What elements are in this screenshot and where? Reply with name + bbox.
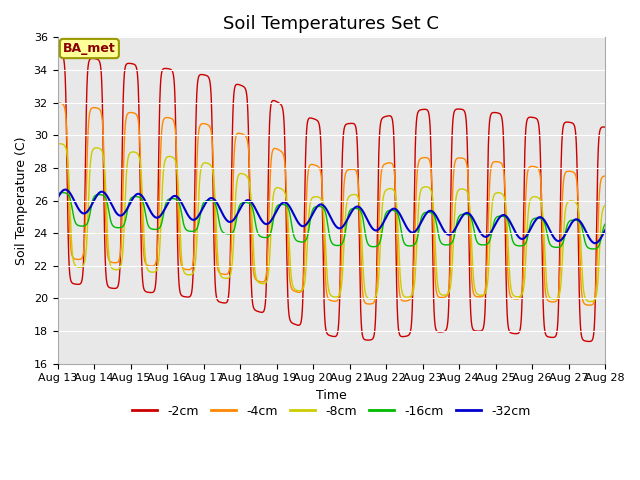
-16cm [116,225,124,230]
-32cm [591,240,599,246]
Text: BA_met: BA_met [63,42,116,55]
-16cm [149,227,157,232]
-32cm [61,187,69,192]
-16cm [532,216,540,221]
-4cm [586,302,594,308]
-16cm [591,246,598,252]
Title: Soil Temperatures Set C: Soil Temperatures Set C [223,15,439,33]
-4cm [532,164,540,170]
-2cm [586,338,593,344]
-16cm [602,221,609,227]
-2cm [148,289,156,295]
Line: -4cm: -4cm [58,103,605,305]
-8cm [264,275,271,281]
-8cm [56,141,64,146]
Line: -32cm: -32cm [58,190,605,243]
-32cm [116,213,124,218]
-32cm [591,240,598,246]
-16cm [287,221,295,227]
Y-axis label: Soil Temperature (C): Soil Temperature (C) [15,136,28,265]
Legend: -2cm, -4cm, -8cm, -16cm, -32cm: -2cm, -4cm, -8cm, -16cm, -32cm [127,400,536,423]
-4cm [54,100,61,106]
-32cm [602,227,609,233]
-8cm [287,276,295,281]
-2cm [602,124,609,130]
-32cm [54,195,61,201]
-8cm [532,194,540,200]
-8cm [587,299,595,304]
-32cm [287,207,295,213]
-2cm [287,319,295,325]
-4cm [591,297,598,302]
-8cm [116,264,124,270]
-2cm [264,225,271,231]
-2cm [591,318,598,324]
-4cm [287,285,295,290]
-32cm [532,217,540,223]
-2cm [532,115,540,121]
Line: -2cm: -2cm [58,54,605,341]
-32cm [264,221,271,227]
Line: -16cm: -16cm [58,192,605,249]
-8cm [591,297,598,302]
-16cm [264,234,271,240]
-4cm [116,253,124,259]
-16cm [59,190,67,195]
-8cm [602,203,609,208]
Line: -8cm: -8cm [58,144,605,301]
-2cm [54,51,61,57]
-4cm [148,263,156,269]
-8cm [54,142,61,147]
-32cm [149,212,157,217]
X-axis label: Time: Time [316,389,347,402]
-16cm [54,192,61,198]
-2cm [116,264,124,269]
-16cm [589,246,597,252]
-8cm [149,269,157,275]
-4cm [264,256,271,262]
-4cm [602,173,609,179]
